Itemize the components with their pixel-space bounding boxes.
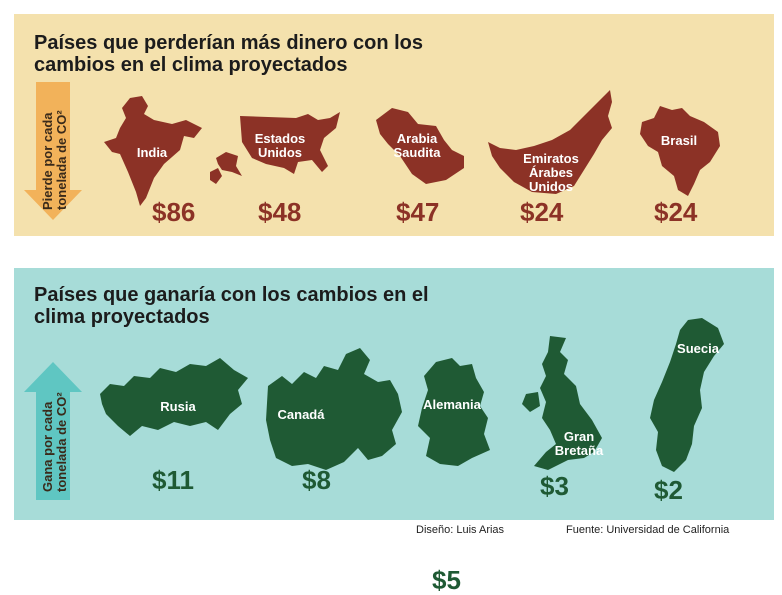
loss-panel: Países que perderían más dinero con los … bbox=[14, 14, 774, 236]
country-value: $3 bbox=[540, 471, 569, 501]
uae-map-icon bbox=[488, 90, 612, 194]
usa-map-icon bbox=[240, 112, 340, 174]
country-name: Estados Unidos bbox=[254, 131, 306, 160]
gain-panel: Países que ganaría con los cambios en el… bbox=[14, 268, 774, 594]
loss-arrow-label: Pierde por cada tonelada de CO² bbox=[22, 82, 82, 222]
country-value: $2 bbox=[654, 475, 683, 505]
arrow-down-icon bbox=[24, 82, 82, 220]
country-name: Emiratos Árabes Unidos bbox=[523, 151, 579, 194]
country-value: $8 bbox=[302, 465, 331, 495]
country-russia: Rusia $11 bbox=[98, 356, 254, 506]
germany-map-icon bbox=[418, 358, 490, 466]
country-name: India bbox=[136, 145, 168, 160]
loss-section-title: Países que perderían más dinero con los … bbox=[34, 32, 424, 76]
canada-map-icon bbox=[266, 348, 402, 470]
loss-arrow: Pierde por cada tonelada de CO² bbox=[22, 82, 84, 222]
arrow-up-icon bbox=[24, 362, 82, 500]
country-germany: Alemania $5 bbox=[414, 356, 500, 594]
country-value: $24 bbox=[654, 197, 698, 227]
design-credit: Diseño: Luis Arias bbox=[416, 524, 505, 536]
country-value: $86 bbox=[152, 197, 196, 227]
country-name: Alemania bbox=[423, 397, 481, 412]
gain-arrow-label: Gana por cada tonelada de CO² bbox=[22, 360, 82, 500]
country-usa: Estados Unidos $48 bbox=[236, 110, 366, 234]
country-saudi-arabia: Arabia Saudita $47 bbox=[372, 106, 492, 234]
country-name: Suecia bbox=[677, 341, 719, 356]
country-brazil: Brasil $24 bbox=[638, 104, 748, 236]
source-credit: Fuente: Universidad de California bbox=[566, 524, 730, 536]
sweden-map-icon bbox=[650, 318, 724, 472]
country-value: $5 bbox=[432, 565, 461, 595]
country-name: Canadá bbox=[277, 407, 325, 422]
country-name: Rusia bbox=[160, 399, 196, 414]
country-name: Brasil bbox=[660, 133, 698, 148]
russia-map-icon bbox=[100, 358, 248, 436]
country-sweden: Suecia $2 bbox=[640, 316, 740, 506]
country-value: $48 bbox=[258, 197, 302, 227]
country-value: $11 bbox=[152, 465, 194, 495]
loss-arrow-label-line1: Pierde por cada bbox=[40, 112, 55, 210]
gain-arrow: Gana por cada tonelada de CO² bbox=[22, 360, 84, 500]
gain-section-title: Países que ganaría con los cambios en el… bbox=[34, 284, 429, 328]
gain-arrow-label-line2: tonelada de CO² bbox=[54, 392, 69, 492]
saudi-arabia-map-icon bbox=[376, 108, 464, 184]
country-value: $47 bbox=[396, 197, 440, 227]
gain-arrow-label-line1: Gana por cada bbox=[40, 401, 55, 492]
great-britain-map-icon bbox=[522, 336, 602, 470]
country-value: $24 bbox=[520, 197, 564, 227]
country-canada: Canadá $8 bbox=[264, 346, 414, 506]
loss-arrow-label-line2: tonelada de CO² bbox=[54, 110, 69, 210]
country-uae: Emiratos Árabes Unidos $24 bbox=[486, 90, 626, 236]
country-india: India $86 bbox=[102, 94, 222, 234]
country-name: Gran Bretaña bbox=[554, 429, 604, 458]
country-great-britain: Gran Bretaña $3 bbox=[520, 334, 610, 506]
country-name: Arabia Saudita bbox=[393, 131, 441, 160]
alaska-map-icon bbox=[216, 152, 242, 176]
brazil-map-icon bbox=[640, 106, 720, 196]
india-map-icon bbox=[104, 96, 222, 206]
